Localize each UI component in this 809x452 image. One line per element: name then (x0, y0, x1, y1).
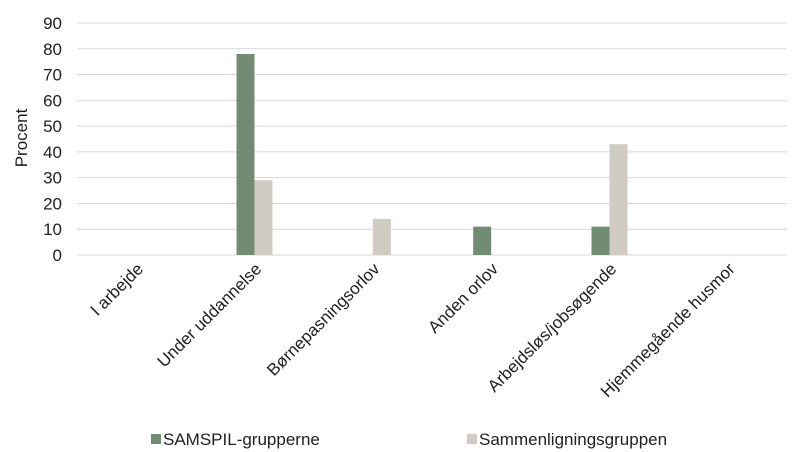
y-tick-label: 30 (43, 169, 62, 188)
bar-sammenligning-4 (609, 144, 628, 255)
y-tick-label: 90 (43, 14, 62, 33)
bar-samspil-4 (591, 226, 610, 255)
bar-samspil-1 (236, 53, 255, 255)
bar-samspil-3 (473, 226, 492, 255)
x-category-label: Hjemmegående husmor (597, 259, 739, 401)
y-tick-label: 60 (43, 91, 62, 110)
bar-sammenligning-1 (254, 180, 273, 255)
legend-swatch (467, 434, 477, 444)
x-category-label: Under uddannelse (154, 259, 266, 371)
legend: SAMSPIL-grupperne Sammenligningsgruppen (151, 430, 667, 449)
y-axis-ticks: 0 10 20 30 40 50 60 70 80 90 (43, 14, 62, 265)
y-tick-label: 70 (43, 66, 62, 85)
y-tick-label: 20 (43, 194, 62, 213)
x-category-label: Børnepasningsorlov (263, 259, 384, 380)
bars (236, 53, 628, 255)
legend-swatch (151, 434, 161, 444)
legend-label: SAMSPIL-grupperne (163, 430, 320, 449)
bar-sammenligning-2 (372, 218, 391, 255)
y-axis-title: Procent (12, 108, 31, 167)
y-tick-label: 10 (43, 220, 62, 239)
y-tick-label: 40 (43, 143, 62, 162)
gridlines (77, 22, 787, 256)
y-tick-label: 80 (43, 40, 62, 59)
x-category-label: Arbejdsløs/jobsøgende (484, 259, 620, 395)
x-axis-labels: I arbejde Under uddannelseBørnepasningsor… (87, 259, 739, 401)
y-tick-label: 50 (43, 117, 62, 136)
x-category-label: Anden orlov (424, 259, 502, 337)
y-tick-label: 0 (53, 246, 62, 265)
legend-label: Sammenligningsgruppen (479, 430, 667, 449)
x-category-label: I arbejde (87, 259, 147, 319)
